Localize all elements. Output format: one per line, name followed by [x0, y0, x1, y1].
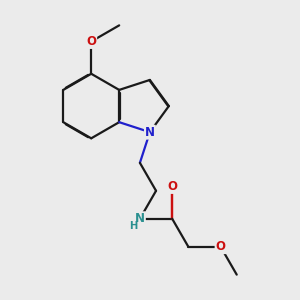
Text: H: H: [129, 221, 137, 231]
Text: O: O: [86, 35, 96, 48]
Text: N: N: [145, 126, 155, 139]
Text: N: N: [135, 212, 145, 225]
Text: O: O: [167, 180, 177, 193]
Text: O: O: [216, 240, 226, 253]
